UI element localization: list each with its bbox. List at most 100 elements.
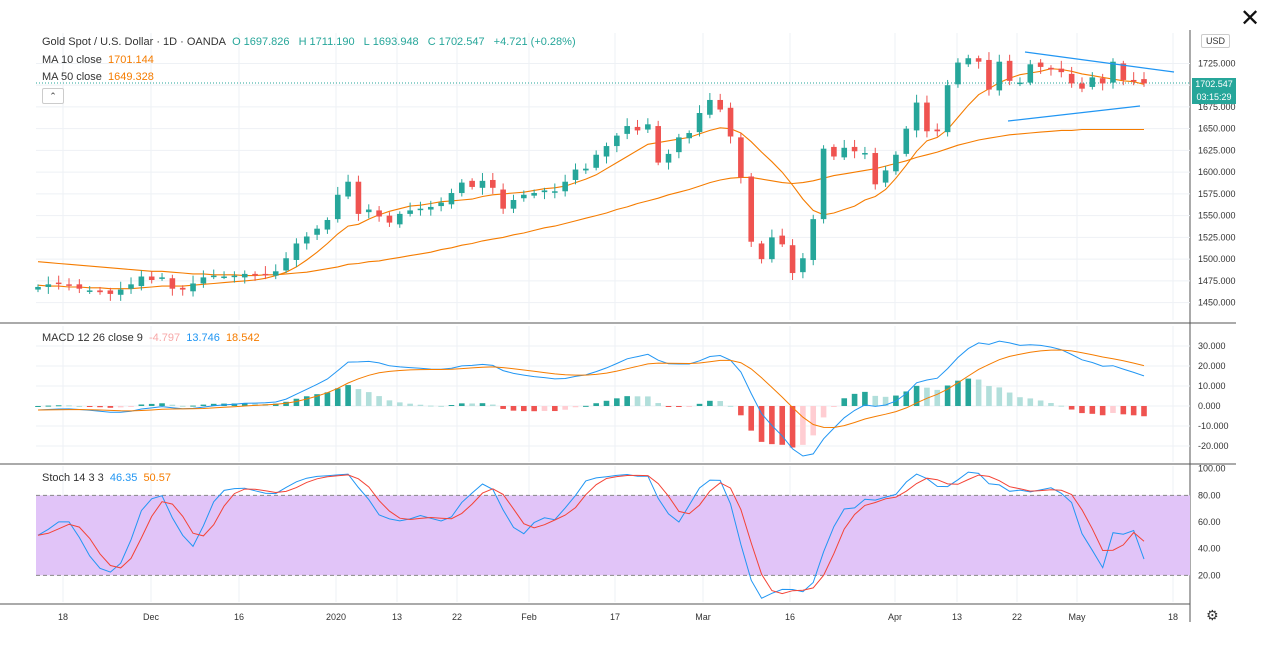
candle-body [748, 176, 755, 242]
macd-histogram-bar [386, 400, 393, 406]
macd-histogram-bar [1130, 406, 1137, 416]
candle-body [800, 258, 806, 273]
macd-histogram-bar [975, 379, 982, 406]
candle-body [262, 273, 269, 276]
macd-histogram-bar [1141, 406, 1147, 417]
stoch-d-value: 50.57 [143, 472, 171, 484]
x-tick-label: 22 [1012, 612, 1022, 622]
collapse-legend-button[interactable]: ⌃ [42, 88, 64, 104]
macd-histogram-bar [448, 405, 455, 407]
macd-line [37, 340, 1145, 457]
y-tick-label: 1600.000 [1198, 167, 1236, 177]
candle-body [148, 276, 155, 280]
ma10-legend: MA 10 close 1701.144 [42, 54, 154, 66]
macd-histogram-bar [314, 394, 320, 406]
candle-body [872, 153, 879, 185]
ma50-line [37, 128, 1144, 277]
macd-histogram-bar [717, 401, 724, 406]
y-tick-label: 60.00 [1198, 517, 1221, 527]
macd-histogram-bar [552, 406, 558, 412]
support-trendline [1007, 105, 1141, 122]
candle-body [396, 213, 403, 225]
macd-histogram-bar [924, 387, 930, 406]
candle-body [252, 273, 258, 276]
change-value: +4.721 (+0.28%) [493, 36, 576, 48]
candle-body [645, 124, 651, 130]
x-tick-label: 13 [952, 612, 962, 622]
candle-body [407, 210, 413, 214]
candle-body [996, 61, 1003, 91]
settings-gear-icon[interactable]: ⚙ [1206, 607, 1219, 623]
macd-histogram-bar [913, 385, 920, 406]
macd-histogram-bar [872, 395, 879, 406]
macd-histogram-bar [396, 402, 403, 406]
macd-histogram-bar [996, 387, 1003, 406]
macd-histogram-bar [241, 403, 248, 406]
macd-histogram-bar [583, 405, 589, 407]
high-value: 1711.190 [309, 36, 355, 48]
macd-histogram-bar [603, 400, 610, 406]
candle-body [1141, 79, 1147, 84]
macd-histogram-bar [944, 385, 951, 406]
x-tick-label: 16 [234, 612, 244, 622]
x-tick-label: 17 [610, 612, 620, 622]
close-icon[interactable]: ✕ [1240, 4, 1261, 32]
macd-histogram-bar [800, 406, 806, 445]
macd-histogram-bar [1089, 406, 1096, 414]
macd-histogram-bar [35, 406, 41, 407]
y-tick-label: 80.00 [1198, 490, 1221, 500]
candle-body [686, 133, 692, 139]
macd-histogram-bar [55, 405, 62, 407]
macd-histogram-bar [272, 403, 279, 406]
candle-body [831, 146, 837, 157]
macd-histogram-bar [738, 406, 744, 416]
candle-body [210, 275, 217, 278]
candle-body [893, 154, 899, 172]
candle-body [572, 169, 579, 180]
macd-value: 13.746 [186, 332, 220, 344]
candle-body [603, 146, 610, 157]
macd-histogram-bar [686, 406, 692, 407]
macd-histogram-bar [200, 404, 207, 406]
macd-histogram-bar [934, 389, 941, 406]
macd-histogram-bar [955, 380, 961, 406]
candle-body [665, 153, 672, 163]
candle-body [1037, 62, 1044, 67]
y-tick-label: -20.000 [1198, 441, 1229, 451]
candle-body [676, 137, 682, 153]
macd-histogram-bar [748, 406, 755, 431]
y-tick-label: 1550.000 [1198, 211, 1236, 221]
candle-body [231, 275, 238, 278]
last-price-tag: 1702.547 [1192, 78, 1236, 91]
candle-body [1027, 64, 1034, 83]
macd-histogram-bar [562, 406, 568, 410]
candle-body [769, 237, 775, 260]
candle-body [86, 290, 93, 292]
macd-histogram-bar [841, 398, 848, 406]
stoch-band [36, 495, 1190, 576]
macd-histogram-bar [169, 404, 176, 406]
candle-body [583, 168, 589, 171]
candle-body [35, 286, 41, 290]
macd-histogram-bar [541, 406, 548, 411]
currency-badge[interactable]: USD [1201, 34, 1231, 48]
macd-histogram-bar [1006, 392, 1013, 406]
candle-body [458, 182, 465, 194]
candle-body [107, 290, 114, 294]
macd-histogram-bar [210, 403, 217, 406]
macd-histogram-bar [789, 406, 796, 448]
candle-body [97, 290, 103, 293]
macd-histogram-bar [696, 403, 703, 406]
macd-histogram-bar [1120, 406, 1127, 415]
candle-body [386, 215, 393, 223]
macd-histogram-bar [655, 403, 661, 406]
y-tick-label: 1450.000 [1198, 298, 1236, 308]
candle-body [955, 62, 961, 85]
candle-body [541, 190, 548, 193]
macd-histogram-bar [707, 400, 713, 406]
candle-body [707, 99, 713, 115]
macd-signal-line [37, 349, 1145, 429]
candle-body [241, 273, 248, 278]
candle-body [1099, 78, 1106, 84]
